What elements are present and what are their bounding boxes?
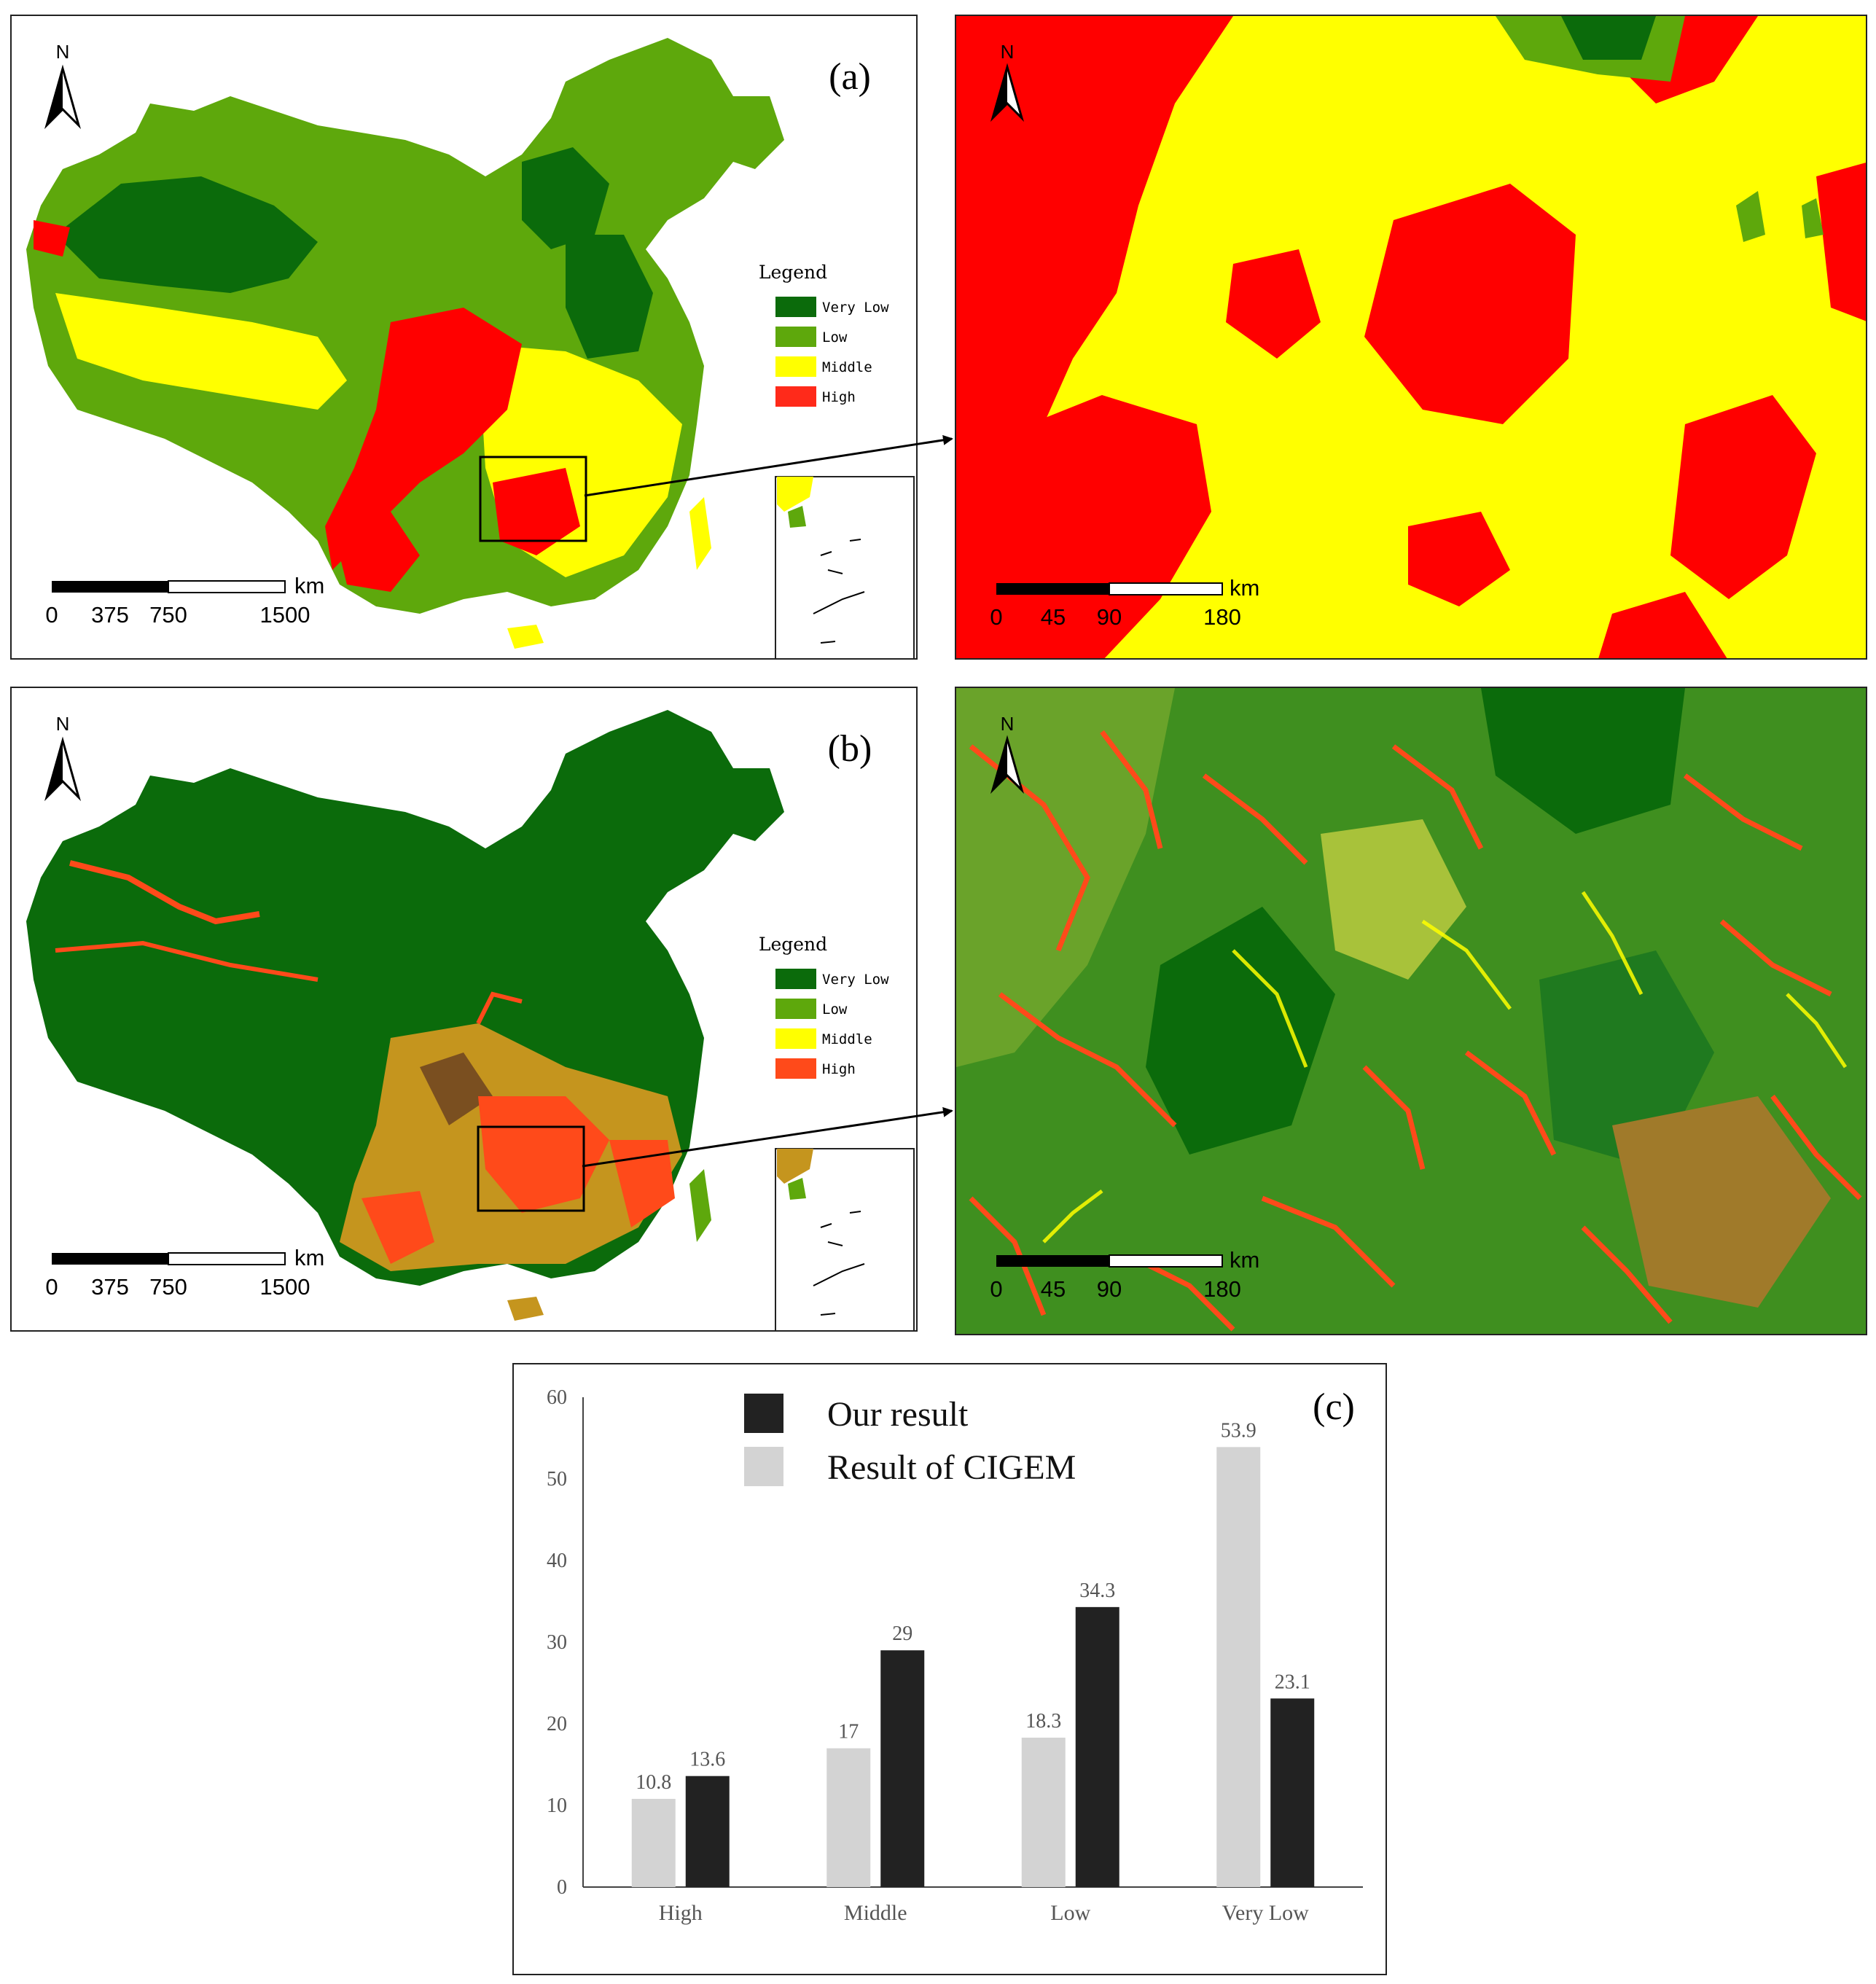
bar-cigem-middle (826, 1748, 871, 1887)
svg-text:45: 45 (1041, 604, 1066, 630)
svg-text:45: 45 (1041, 1276, 1066, 1302)
svg-text:0: 0 (45, 1274, 58, 1300)
y-tick-label: 60 (547, 1386, 567, 1409)
svg-text:km: km (1230, 1247, 1259, 1273)
connector-arrow-a (584, 434, 953, 497)
bar-value-label: 13.6 (689, 1749, 725, 1771)
bar-value-label: 18.3 (1025, 1710, 1061, 1733)
svg-text:750: 750 (149, 1274, 187, 1300)
legend-item-middle: Middle (822, 359, 872, 375)
panel-a-zoom: N km 0 45 90 180 (955, 15, 1867, 660)
x-category-label: Low (1050, 1901, 1090, 1925)
y-tick-label: 50 (547, 1468, 567, 1491)
bar-ours-high (685, 1776, 730, 1887)
legend-item-very-low: Very Low (822, 300, 889, 316)
north-label: N (56, 713, 70, 735)
north-label: N (56, 41, 70, 63)
y-tick-label: 10 (547, 1794, 567, 1817)
legend-item-very-low: Very Low (822, 972, 889, 988)
svg-text:90: 90 (1097, 1276, 1122, 1302)
bar-ours-low (1075, 1606, 1119, 1887)
bar-value-label: 23.1 (1275, 1671, 1310, 1693)
china-map-a (26, 38, 784, 649)
y-tick-label: 0 (557, 1876, 567, 1899)
north-label: N (1001, 713, 1015, 735)
legend-item-high: High (822, 389, 856, 405)
panel-b-map: N (b) Legend Very Low Low Middle (10, 687, 918, 1332)
north-arrow-icon (990, 735, 1025, 794)
south-china-sea-inset-a (775, 476, 915, 658)
legend-item-high: High (822, 1061, 856, 1077)
bar-value-label: 34.3 (1079, 1579, 1115, 1602)
panel-b-letter: (b) (828, 728, 872, 770)
x-category-label: High (659, 1901, 703, 1925)
china-map-b (26, 710, 784, 1321)
legend-label: Result of CIGEM (827, 1448, 1076, 1487)
bar-value-label: 53.9 (1221, 1419, 1256, 1442)
bar-ours-very-low (1270, 1698, 1315, 1887)
y-tick-label: 40 (547, 1550, 567, 1572)
bar-cigem-high (631, 1799, 676, 1887)
svg-text:750: 750 (149, 602, 187, 628)
legend-a: Legend Very Low Low Middle High (759, 262, 889, 407)
panel-a-map: N (a) Legend Very Low Low (10, 15, 918, 660)
bar-cigem-low (1021, 1738, 1066, 1887)
scale-bar-zoom-a: km 0 45 90 180 (990, 575, 1259, 630)
scale-bar-zoom-b: km 0 45 90 180 (990, 1247, 1259, 1302)
svg-text:km: km (294, 1245, 324, 1270)
legend-label: Our result (827, 1395, 969, 1434)
panel-a-letter: (a) (829, 56, 871, 98)
legend-title: Legend (759, 934, 827, 955)
north-label: N (1001, 41, 1015, 63)
svg-text:0: 0 (990, 604, 1002, 630)
scale-bar-a: km 0 375 750 1500 (45, 573, 324, 628)
legend-swatch (744, 1394, 783, 1433)
y-tick-label: 20 (547, 1713, 567, 1735)
bar-value-label: 10.8 (636, 1771, 671, 1794)
panel-c-chart: (c) 0 10 20 30 40 50 60 High Middle Low Very Low 1… (512, 1363, 1387, 1975)
legend-item-low: Low (822, 1001, 848, 1018)
x-category-label: Middle (844, 1901, 907, 1925)
bar-chart: (c) 0 10 20 30 40 50 60 High Middle Low Very Low 1… (547, 1386, 1363, 1925)
north-arrow-icon (990, 63, 1025, 122)
x-category-label: Very Low (1222, 1901, 1309, 1925)
connector-arrow-b (582, 1106, 953, 1168)
panel-c-letter: (c) (1313, 1386, 1355, 1428)
svg-text:375: 375 (91, 1274, 129, 1300)
legend-b: Legend Very Low Low Middle High (759, 934, 889, 1079)
bar-cigem-very-low (1216, 1447, 1261, 1887)
svg-text:km: km (1230, 575, 1259, 601)
zoom-box-b (477, 1125, 585, 1212)
svg-text:375: 375 (91, 602, 129, 628)
bar-ours-middle (880, 1650, 925, 1887)
zoom-box-a (479, 456, 587, 542)
north-arrow-icon: N (44, 713, 82, 802)
bar-value-label: 29 (892, 1622, 912, 1645)
scale-bar-b: km 0 375 750 1500 (45, 1245, 324, 1300)
svg-text:km: km (294, 573, 324, 598)
legend-title: Legend (759, 262, 827, 283)
svg-text:180: 180 (1203, 1276, 1241, 1302)
svg-text:0: 0 (990, 1276, 1002, 1302)
svg-text:180: 180 (1203, 604, 1241, 630)
high-susceptibility-streaks (969, 730, 1862, 1332)
y-tick-label: 30 (547, 1631, 567, 1654)
legend-swatch (744, 1447, 783, 1486)
north-arrow-icon: N (44, 41, 82, 130)
legend-item-low: Low (822, 329, 848, 345)
bar-value-label: 17 (838, 1721, 859, 1743)
panel-b-zoom: N km 0 45 90 180 (955, 687, 1867, 1335)
south-china-sea-inset-b (775, 1148, 915, 1330)
svg-text:1500: 1500 (260, 1274, 310, 1300)
svg-text:90: 90 (1097, 604, 1122, 630)
svg-text:0: 0 (45, 602, 58, 628)
legend-item-middle: Middle (822, 1031, 872, 1047)
svg-text:1500: 1500 (260, 602, 310, 628)
